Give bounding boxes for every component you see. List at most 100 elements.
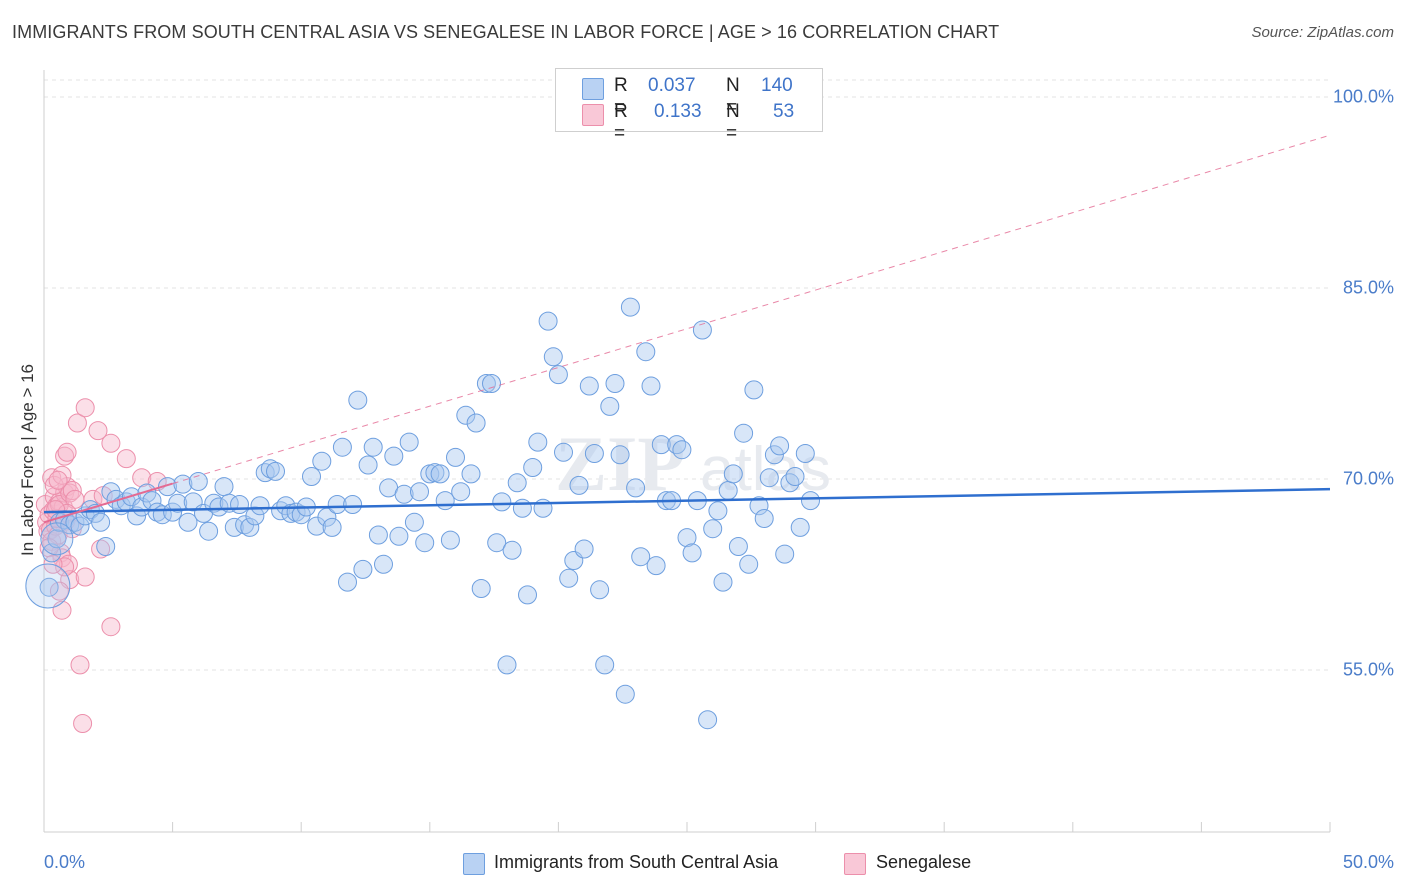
south-central-asia-trend-line (43, 487, 1331, 514)
south-central-asia-point (39, 577, 59, 597)
source-credit[interactable]: Source: ZipAtlas.com (1251, 24, 1394, 41)
south-central-asia-point (651, 435, 671, 455)
south-central-asia-point (590, 580, 610, 600)
south-central-asia-point (734, 423, 754, 443)
correlation-legend: R = 0.037 N = 140 R = 0.133 N = 53 (555, 68, 823, 144)
south-central-asia-point (672, 440, 692, 460)
south-central-asia-point (523, 458, 543, 477)
south-central-asia-point (502, 540, 522, 560)
south-central-asia-point (548, 365, 568, 385)
y-axis-label: In Labor Force | Age > 16 (18, 363, 37, 557)
south-central-asia-point (764, 445, 784, 465)
south-central-asia-point (245, 506, 265, 526)
south-central-asia-point (759, 468, 779, 488)
south-central-asia-point (770, 436, 790, 456)
south-central-asia-point (512, 498, 532, 518)
south-central-asia-point (538, 311, 558, 331)
legend-r-value: 0.037 (648, 75, 696, 96)
x-tick-max: 50.0% (1342, 852, 1394, 872)
south-central-asia-point (440, 530, 460, 550)
south-central-asia-point (698, 710, 718, 730)
legend-n-value: 53 (773, 101, 795, 122)
south-central-asia-point (368, 525, 388, 545)
south-central-asia-point (322, 517, 342, 537)
south-central-asia-point (615, 684, 635, 704)
south-central-asia-point (399, 432, 419, 452)
south-central-asia-point (595, 655, 615, 675)
south-central-asia-point (266, 461, 285, 481)
south-central-asia-point (389, 526, 409, 546)
legend-n-label: N = (726, 75, 740, 118)
legend-swatch-blue (582, 78, 604, 100)
south-central-asia-point (435, 491, 455, 511)
senegalese-point (73, 714, 93, 733)
south-central-asia-point (610, 445, 630, 465)
south-central-asia-point (327, 495, 347, 514)
south-central-asia-point (255, 463, 275, 483)
south-central-asia-point (518, 585, 537, 605)
senegalese-point (91, 539, 111, 559)
senegalese-point (60, 483, 80, 503)
south-central-asia-point (682, 543, 702, 563)
south-central-asia-point (332, 437, 352, 457)
south-central-asia-point (559, 568, 579, 588)
south-central-asia-point (158, 477, 177, 497)
legend-swatch-pink (582, 104, 604, 126)
south-central-asia-points (25, 297, 820, 730)
senegalese-point (70, 655, 90, 675)
south-central-asia-point (487, 533, 507, 553)
south-central-asia-point (96, 537, 116, 556)
south-central-asia-point (605, 374, 625, 393)
south-central-asia-point (466, 413, 486, 433)
south-central-asia-point (554, 442, 573, 462)
south-central-asia-point (497, 655, 517, 675)
south-central-asia-point (754, 509, 774, 528)
bottom-legend-swatch-pink (844, 853, 866, 875)
south-central-asia-point (168, 493, 188, 513)
south-central-asia-point (801, 491, 820, 511)
south-central-asia-point (47, 529, 67, 549)
legend-r-value: 0.133 (654, 101, 702, 122)
senegalese-point (75, 398, 95, 418)
senegalese-trend-extension (172, 134, 1331, 485)
senegalese-point (101, 617, 121, 637)
senegalese-point (49, 581, 69, 601)
south-central-asia-point (312, 451, 332, 471)
south-central-asia-point (646, 556, 666, 576)
senegalese-point (75, 567, 95, 587)
south-central-asia-point (584, 444, 604, 463)
legend-r-label: R = (614, 101, 628, 144)
south-central-asia-point (728, 537, 748, 556)
senegalese-points (35, 398, 167, 733)
south-central-asia-point (739, 554, 759, 574)
south-central-asia-point (199, 521, 219, 541)
south-central-asia-point (775, 544, 795, 564)
bottom-legend-south-central-asia[interactable]: Immigrants from South Central Asia (494, 852, 779, 872)
south-central-asia-point (343, 495, 363, 514)
south-central-asia-point (677, 528, 697, 548)
south-central-asia-point (80, 500, 100, 520)
south-central-asia-point (482, 374, 501, 393)
south-central-asia-point (60, 515, 80, 535)
south-central-asia-point (394, 484, 414, 504)
senegalese-point (132, 468, 152, 488)
south-central-asia-point (492, 492, 512, 512)
senegalese-point (52, 465, 72, 485)
south-central-asia-point (358, 455, 378, 475)
south-central-asia-point (348, 390, 368, 410)
south-central-asia-point (718, 481, 738, 500)
south-central-asia-point (178, 512, 198, 532)
south-central-asia-cluster (25, 563, 71, 609)
south-central-asia-point (780, 473, 800, 493)
south-central-asia-point (446, 447, 465, 467)
south-central-asia-point (374, 554, 393, 574)
south-central-asia-point (579, 376, 599, 396)
senegalese-point (58, 554, 78, 574)
south-central-asia-point (790, 517, 810, 537)
south-central-asia-point (713, 572, 733, 592)
south-central-asia-point (785, 467, 805, 486)
south-central-asia-point (163, 502, 183, 522)
bottom-legend-senegalese[interactable]: Senegalese (876, 852, 972, 872)
senegalese-point (88, 421, 108, 441)
